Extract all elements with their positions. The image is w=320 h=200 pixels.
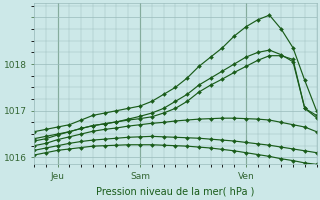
X-axis label: Pression niveau de la mer( hPa ): Pression niveau de la mer( hPa ) bbox=[96, 187, 254, 197]
